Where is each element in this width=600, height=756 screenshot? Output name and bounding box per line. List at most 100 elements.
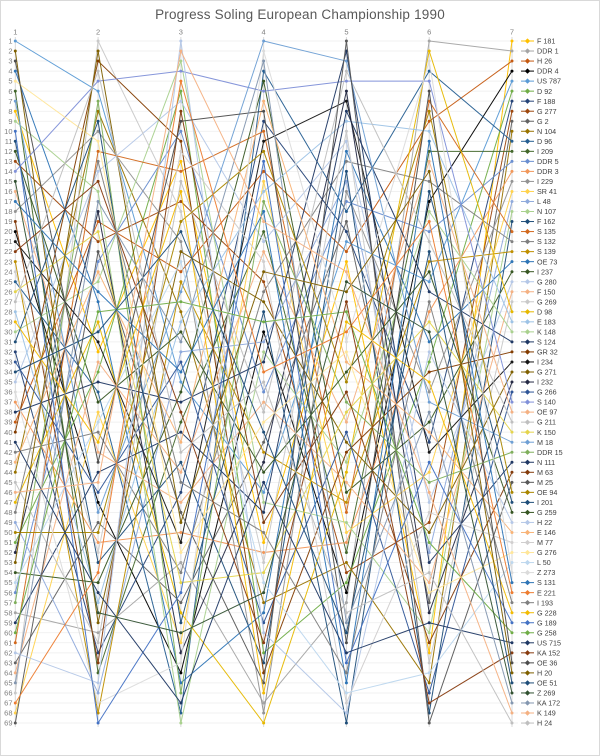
- series-point-marker: [96, 400, 100, 404]
- series-point-marker: [96, 490, 100, 494]
- series-point-marker: [96, 99, 100, 103]
- series-point-marker: [427, 69, 431, 73]
- series-point-marker: [13, 571, 17, 575]
- race-tick-label: 1: [13, 28, 17, 37]
- series-legend-marker: [524, 559, 531, 566]
- series-point-marker: [427, 551, 431, 555]
- series-point-marker: [344, 460, 348, 464]
- series-point-marker: [510, 460, 514, 464]
- series-point-marker: [344, 641, 348, 645]
- series-point-marker: [427, 179, 431, 183]
- series-point-marker: [510, 641, 514, 645]
- series-point-marker: [13, 290, 17, 294]
- series-point-marker: [510, 390, 514, 394]
- series-point-marker: [510, 89, 514, 93]
- series-point-marker: [13, 440, 17, 444]
- series-label: GR 32: [537, 348, 558, 357]
- series-point-marker: [510, 139, 514, 143]
- series-point-marker: [344, 300, 348, 304]
- series-point-marker: [427, 400, 431, 404]
- series-legend-marker: [524, 369, 531, 375]
- series-point-marker: [427, 49, 431, 53]
- series-label: H 20: [537, 668, 552, 677]
- series-point-marker: [262, 340, 266, 344]
- series-point-marker: [510, 109, 514, 113]
- series-point-marker: [96, 350, 100, 354]
- series-legend-marker: [524, 299, 531, 305]
- series-legend-marker: [524, 108, 531, 114]
- series-legend-marker: [524, 228, 531, 235]
- series-point-marker: [13, 350, 17, 354]
- rank-label: 68: [4, 709, 12, 718]
- series-point-marker: [427, 240, 431, 244]
- series-point-marker: [427, 701, 431, 705]
- rank-label: 7: [8, 97, 12, 106]
- series-label: Z 269: [537, 689, 555, 698]
- series-label: G 280: [537, 277, 557, 286]
- series-point-marker: [262, 390, 266, 394]
- series-point-marker: [344, 400, 348, 404]
- series-point-marker: [179, 230, 183, 234]
- series-point-marker: [96, 270, 100, 274]
- series-point-marker: [262, 99, 266, 103]
- series-label: DDR 1: [537, 47, 559, 56]
- series-point-marker: [262, 59, 266, 63]
- series-point-marker: [510, 530, 514, 534]
- series-point-marker: [510, 611, 514, 615]
- series-point-marker: [179, 400, 183, 404]
- series-label: L 50: [537, 558, 551, 567]
- series-point-marker: [96, 410, 100, 414]
- series-point-marker: [262, 470, 266, 474]
- series-point-marker: [262, 691, 266, 695]
- rank-label: 43: [4, 458, 12, 467]
- series-point-marker: [96, 179, 100, 183]
- series-legend-marker: [524, 128, 531, 134]
- series-point-marker: [262, 370, 266, 374]
- series-point-marker: [96, 571, 100, 575]
- series-point-marker: [13, 109, 17, 113]
- series-legend-marker: [524, 218, 531, 225]
- series-point-marker: [262, 260, 266, 264]
- rank-label: 15: [4, 177, 12, 186]
- series-legend-marker: [524, 710, 531, 716]
- series-label: M 25: [537, 478, 553, 487]
- series-point-marker: [344, 109, 348, 113]
- series-point-marker: [13, 230, 17, 234]
- series-label: I 234: [537, 358, 553, 367]
- series-point-marker: [427, 169, 431, 173]
- series-point-marker: [179, 69, 183, 73]
- rank-label: 50: [4, 528, 12, 537]
- series-point-marker: [427, 601, 431, 605]
- rank-label: 2: [8, 47, 12, 56]
- series-point-marker: [262, 651, 266, 655]
- series-point-marker: [344, 450, 348, 454]
- rank-label: 16: [4, 187, 12, 196]
- series-point-marker: [427, 320, 431, 324]
- series-point-marker: [344, 490, 348, 494]
- series-point-marker: [96, 189, 100, 193]
- series-point-marker: [179, 440, 183, 444]
- rank-label: 51: [4, 538, 12, 547]
- series-point-marker: [262, 681, 266, 685]
- series-point-marker: [96, 601, 100, 605]
- series-point-marker: [427, 59, 431, 63]
- series-point-marker: [179, 561, 183, 565]
- series-point-marker: [179, 89, 183, 93]
- series-point-marker: [179, 320, 183, 324]
- series-point-marker: [510, 179, 514, 183]
- series-point-marker: [344, 330, 348, 334]
- series-point-marker: [96, 561, 100, 565]
- series-label: I 232: [537, 378, 553, 387]
- rank-label: 59: [4, 618, 12, 627]
- series-point-marker: [262, 420, 266, 424]
- series-point-marker: [510, 149, 514, 153]
- series-point-marker: [179, 360, 183, 364]
- series-point-marker: [96, 681, 100, 685]
- series-point-marker: [13, 551, 17, 555]
- series-label: N 107: [537, 207, 556, 216]
- series-point-marker: [510, 79, 514, 83]
- rank-label: 54: [4, 568, 12, 577]
- rank-label: 6: [8, 87, 12, 96]
- series-label: G 228: [537, 608, 557, 617]
- series-legend-marker: [524, 409, 531, 415]
